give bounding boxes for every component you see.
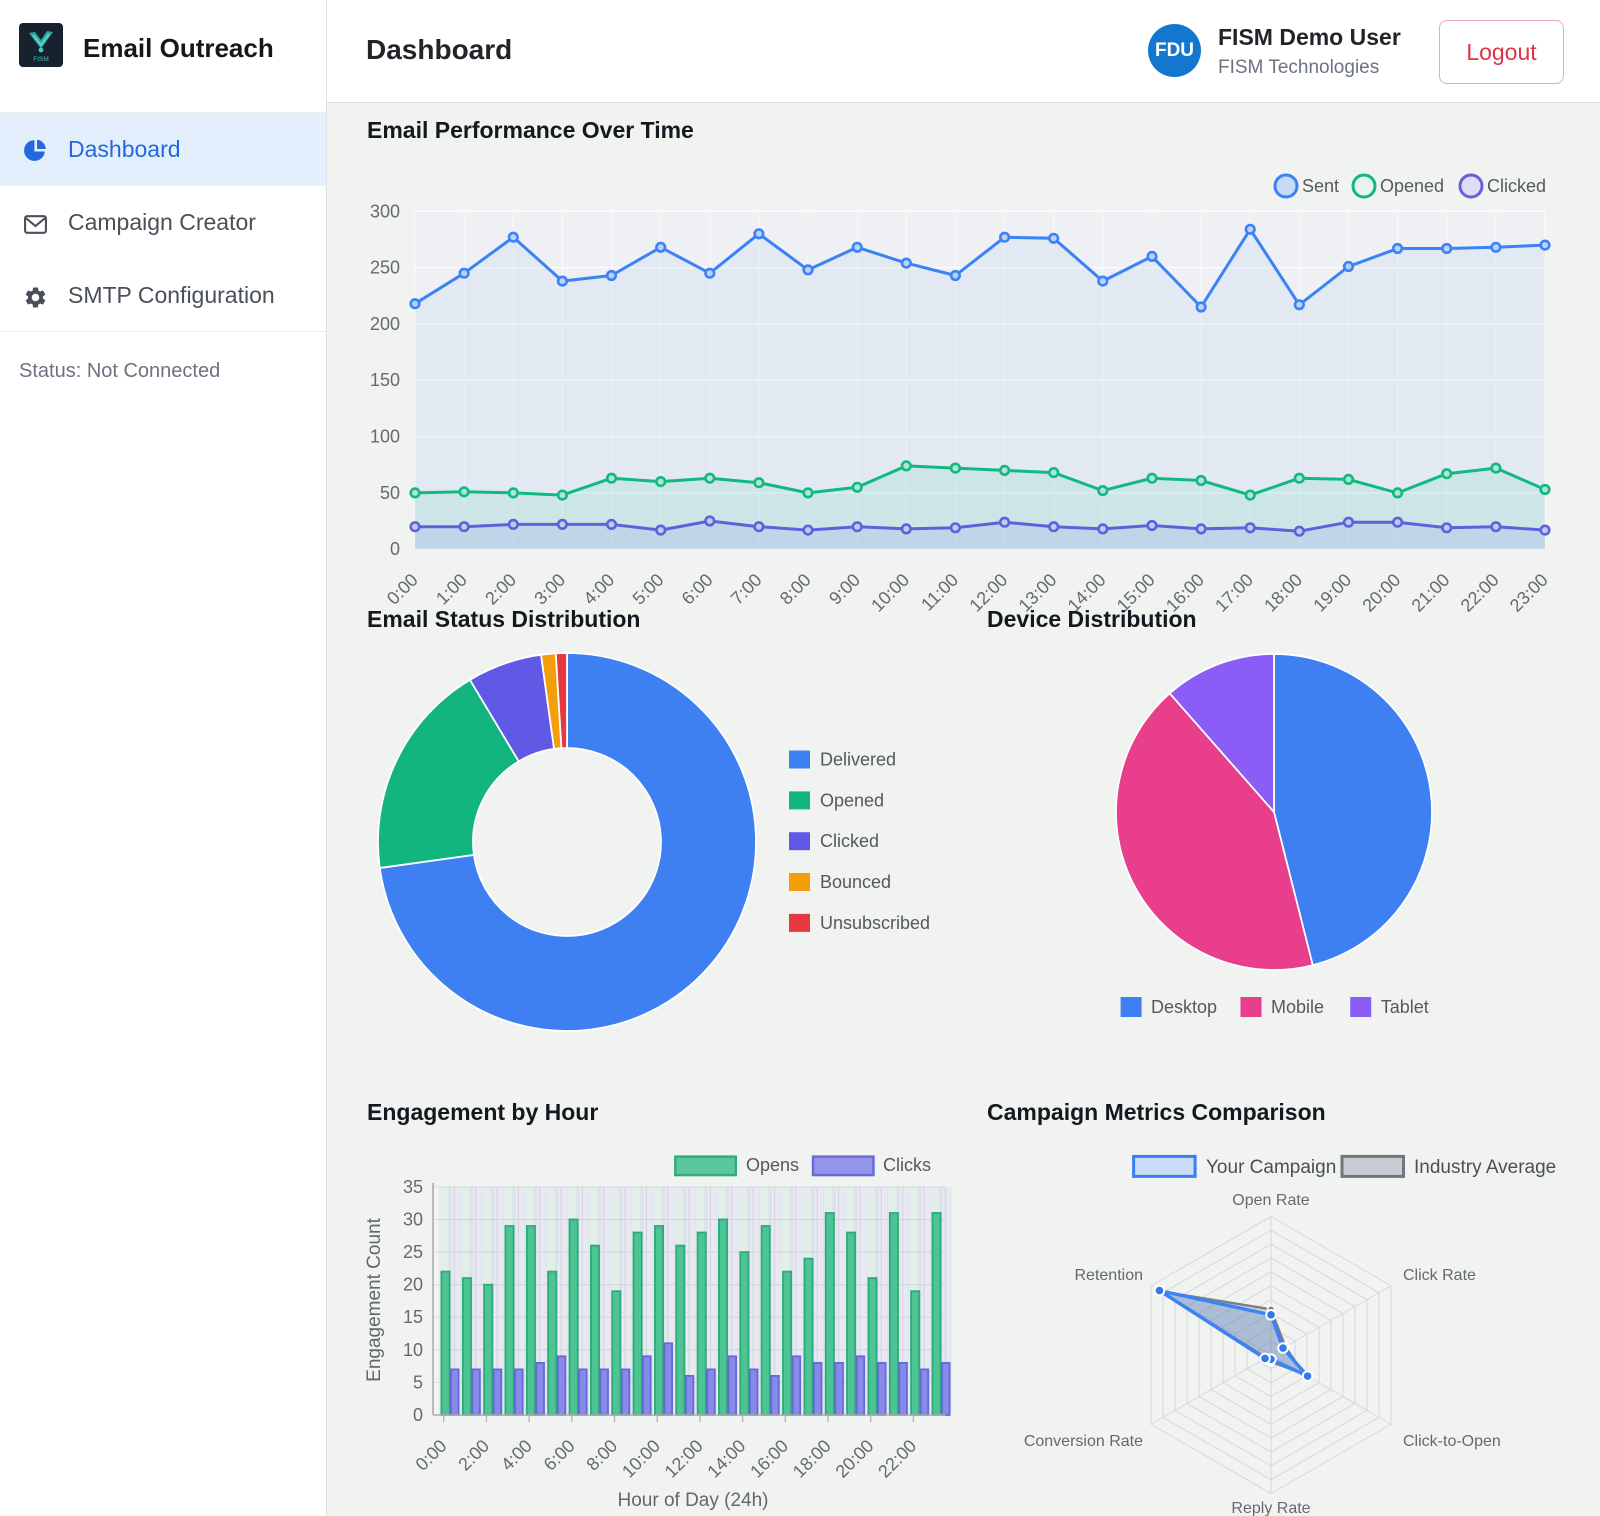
svg-text:Click Rate: Click Rate: [1403, 1267, 1476, 1284]
svg-text:0: 0: [390, 539, 400, 559]
svg-text:23:00: 23:00: [1506, 570, 1552, 616]
svg-text:100: 100: [370, 427, 400, 447]
svg-text:19:00: 19:00: [1309, 570, 1355, 616]
svg-text:11:00: 11:00: [917, 570, 962, 615]
svg-text:4:00: 4:00: [497, 1436, 536, 1475]
svg-text:250: 250: [370, 258, 400, 278]
svg-text:0:00: 0:00: [412, 1436, 451, 1475]
svg-text:0:00: 0:00: [383, 570, 422, 609]
svg-text:8:00: 8:00: [776, 570, 815, 609]
svg-text:20:00: 20:00: [1358, 570, 1404, 616]
svg-text:Clicked: Clicked: [820, 831, 879, 851]
svg-text:7:00: 7:00: [727, 570, 766, 609]
svg-text:Tablet: Tablet: [1381, 997, 1429, 1017]
svg-text:50: 50: [380, 483, 400, 503]
svg-text:Sent: Sent: [1302, 176, 1339, 196]
svg-text:10: 10: [403, 1340, 423, 1360]
svg-text:18:00: 18:00: [789, 1436, 835, 1482]
svg-text:14:00: 14:00: [703, 1436, 749, 1482]
svg-text:Retention: Retention: [1075, 1267, 1144, 1284]
svg-text:22:00: 22:00: [874, 1436, 920, 1482]
svg-text:Desktop: Desktop: [1151, 997, 1217, 1017]
svg-text:15: 15: [403, 1307, 423, 1327]
svg-text:Engagement Count: Engagement Count: [364, 1217, 385, 1381]
svg-text:150: 150: [370, 370, 400, 390]
svg-text:16:00: 16:00: [746, 1436, 792, 1482]
svg-text:Clicks: Clicks: [883, 1155, 931, 1175]
svg-text:Campaign Metrics Comparison: Campaign Metrics Comparison: [987, 1099, 1326, 1125]
svg-text:9:00: 9:00: [825, 570, 864, 609]
svg-text:1:00: 1:00: [432, 570, 471, 609]
svg-text:10:00: 10:00: [867, 570, 913, 616]
svg-text:8:00: 8:00: [582, 1436, 621, 1475]
svg-text:0: 0: [413, 1405, 423, 1425]
svg-text:Opened: Opened: [820, 790, 884, 810]
svg-text:Open Rate: Open Rate: [1232, 1192, 1309, 1209]
svg-text:6:00: 6:00: [540, 1436, 579, 1475]
svg-text:20:00: 20:00: [832, 1436, 878, 1482]
svg-text:2:00: 2:00: [481, 570, 520, 609]
svg-text:Email Performance Over Time: Email Performance Over Time: [367, 117, 694, 143]
svg-text:FISM: FISM: [33, 56, 49, 63]
svg-text:Device Distribution: Device Distribution: [987, 606, 1197, 632]
svg-text:Conversion Rate: Conversion Rate: [1024, 1433, 1143, 1450]
svg-text:Reply Rate: Reply Rate: [1231, 1500, 1310, 1516]
svg-text:5: 5: [413, 1372, 423, 1392]
svg-text:4:00: 4:00: [579, 570, 618, 609]
svg-text:12:00: 12:00: [661, 1436, 707, 1482]
svg-text:Engagement by Hour: Engagement by Hour: [367, 1099, 598, 1125]
svg-text:Clicked: Clicked: [1487, 176, 1546, 196]
svg-text:3:00: 3:00: [530, 570, 569, 609]
svg-text:Opens: Opens: [746, 1155, 799, 1175]
svg-text:30: 30: [403, 1210, 423, 1230]
svg-text:6:00: 6:00: [678, 570, 717, 609]
svg-text:18:00: 18:00: [1260, 570, 1306, 616]
svg-text:22:00: 22:00: [1457, 570, 1503, 616]
svg-text:25: 25: [403, 1242, 423, 1262]
svg-text:10:00: 10:00: [618, 1436, 664, 1482]
svg-text:Your Campaign: Your Campaign: [1206, 1157, 1336, 1178]
svg-text:300: 300: [370, 201, 400, 221]
svg-text:5:00: 5:00: [629, 570, 668, 609]
svg-text:Bounced: Bounced: [820, 872, 891, 892]
svg-text:Hour of Day (24h): Hour of Day (24h): [617, 1490, 768, 1511]
svg-text:2:00: 2:00: [454, 1436, 493, 1475]
svg-text:200: 200: [370, 314, 400, 334]
svg-text:Email Status Distribution: Email Status Distribution: [367, 606, 640, 632]
svg-text:20: 20: [403, 1275, 423, 1295]
svg-text:35: 35: [403, 1177, 423, 1197]
svg-text:21:00: 21:00: [1408, 570, 1454, 616]
svg-text:Unsubscribed: Unsubscribed: [820, 913, 930, 933]
svg-text:Mobile: Mobile: [1271, 997, 1324, 1017]
svg-text:Opened: Opened: [1380, 176, 1444, 196]
svg-text:Delivered: Delivered: [820, 750, 896, 770]
svg-text:Industry Average: Industry Average: [1414, 1157, 1556, 1178]
svg-text:17:00: 17:00: [1211, 570, 1257, 616]
svg-text:Click-to-Open: Click-to-Open: [1403, 1433, 1501, 1450]
